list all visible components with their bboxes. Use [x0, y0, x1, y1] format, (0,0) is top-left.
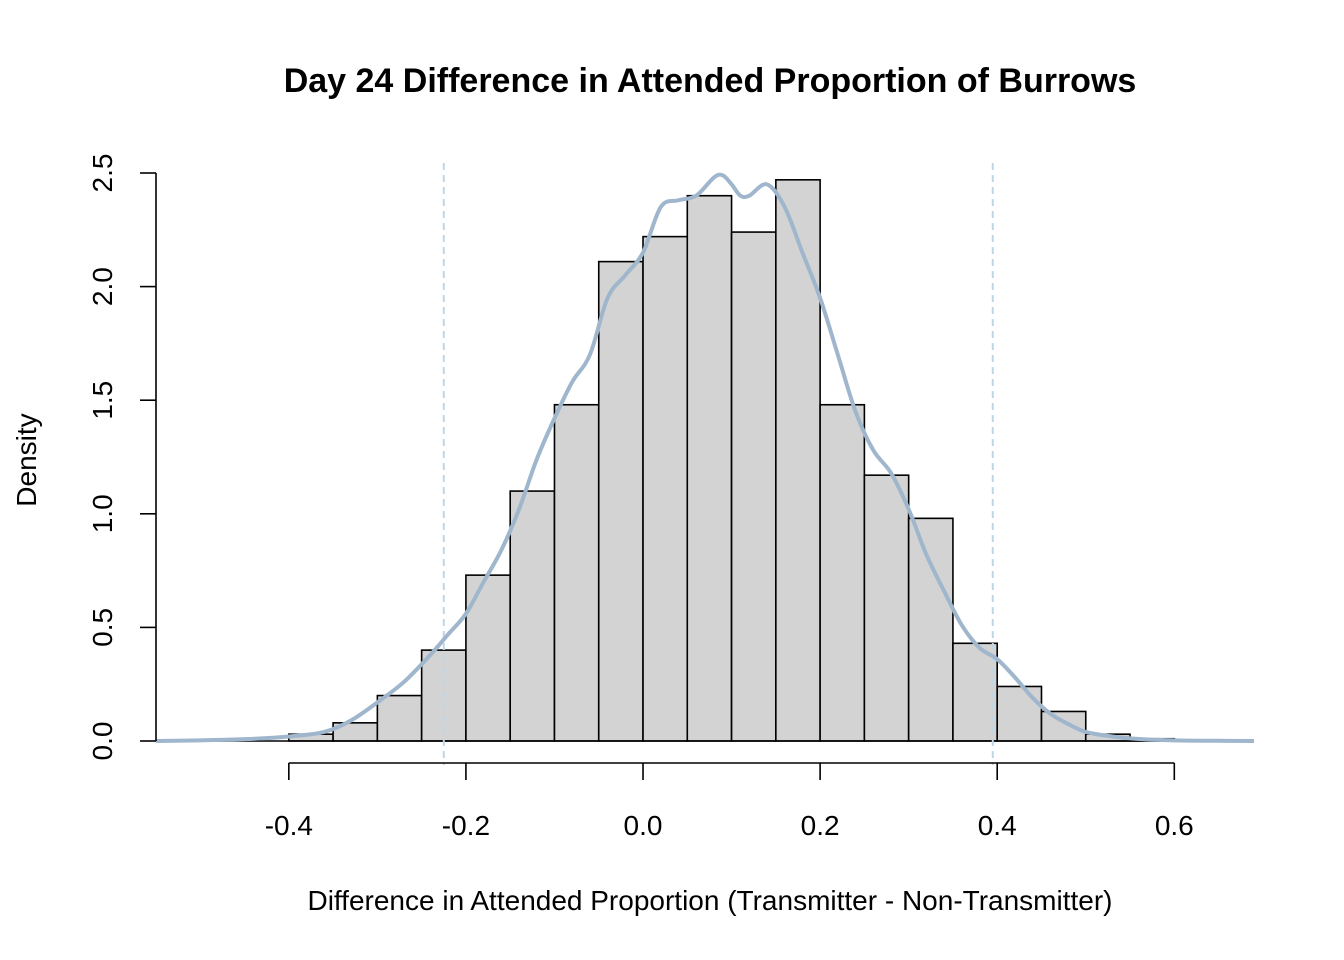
- x-axis: -0.4 -0.2 0.0 0.2 0.4 0.6: [265, 762, 1194, 841]
- histogram-bar-10: [730, 231, 777, 742]
- x-tick-label-4: 0.4: [978, 810, 1017, 841]
- density-curve: [155, 172, 1255, 743]
- histogram-bar-7: [597, 260, 644, 742]
- y-axis-label: Density: [11, 413, 42, 506]
- x-axis-label: Difference in Attended Proportion (Trans…: [307, 885, 1112, 916]
- histogram-bar-9: [686, 194, 733, 742]
- chart-title: Day 24 Difference in Attended Proportion…: [284, 62, 1137, 100]
- histogram-bar-13: [863, 474, 910, 742]
- histogram-bar-5: [509, 490, 556, 742]
- y-tick-label-0: 0.0: [87, 722, 118, 761]
- y-axis: 0.0 0.5 1.0 1.5 2.0 2.5: [87, 154, 157, 761]
- y-tick-label-4: 2.0: [87, 267, 118, 306]
- x-tick-label-2: 0.0: [624, 810, 663, 841]
- x-tick-label-0: -0.4: [265, 810, 313, 841]
- histogram-bar-14: [907, 517, 954, 742]
- histogram-bar-2: [376, 694, 423, 742]
- reference-lines: [442, 163, 994, 765]
- histogram-bars: [156, 179, 1254, 742]
- x-tick-label-1: -0.2: [442, 810, 490, 841]
- histogram-bar-16: [996, 685, 1043, 742]
- x-tick-label-3: 0.2: [801, 810, 840, 841]
- histogram-bar-15: [952, 642, 999, 742]
- y-tick-label-1: 0.5: [87, 608, 118, 647]
- y-tick-label-3: 1.5: [87, 381, 118, 420]
- histogram-bar-17: [1040, 710, 1087, 742]
- density-curve-layer: [155, 172, 1255, 743]
- histogram-bar-6: [553, 403, 600, 742]
- y-tick-label-2: 1.0: [87, 494, 118, 533]
- histogram-bar-11: [775, 179, 821, 742]
- y-tick-label-5: 2.5: [87, 154, 118, 193]
- histogram-bar-8: [642, 235, 689, 742]
- histogram-bar-12: [819, 403, 866, 742]
- x-tick-label-5: 0.6: [1155, 810, 1194, 841]
